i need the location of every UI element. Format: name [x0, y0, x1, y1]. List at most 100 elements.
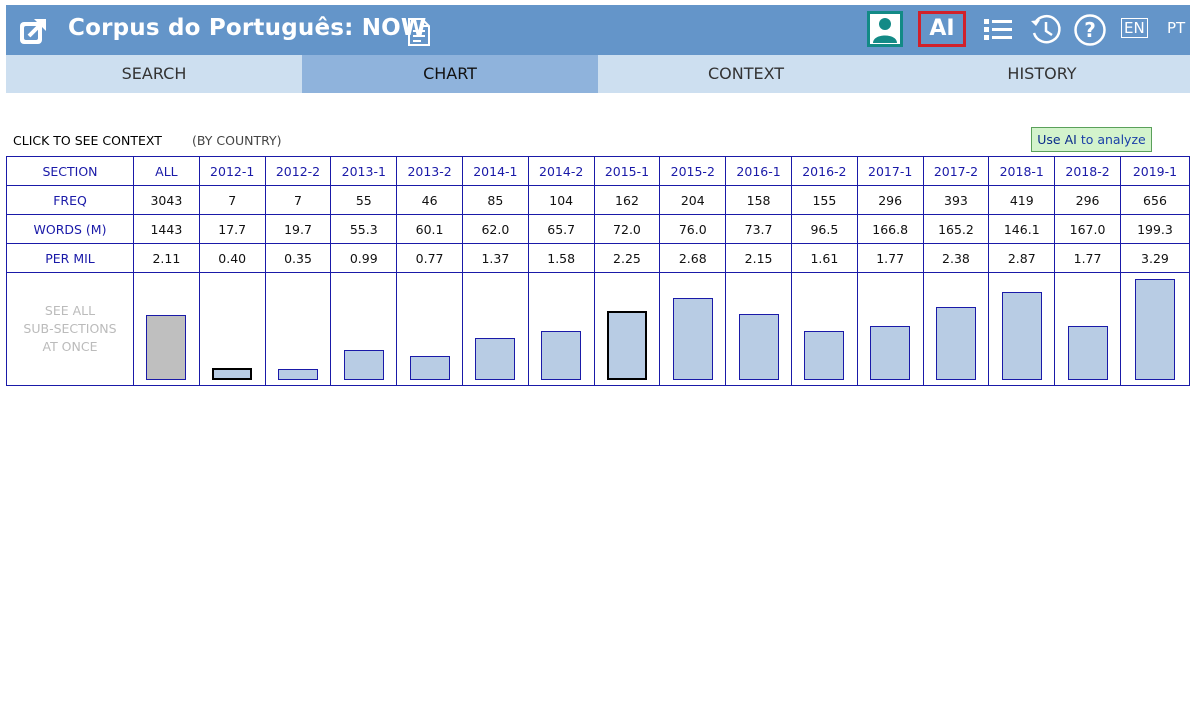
bar-2015-1[interactable] — [606, 311, 647, 380]
per-mil-row: PER MIL 2.11 0.40 0.35 0.99 0.77 1.37 1.58 2.25 2… — [6, 243, 1191, 273]
section-header-2014-1[interactable]: 2014-1 — [461, 156, 529, 186]
bar-2017-2[interactable] — [935, 307, 976, 380]
section-header-all[interactable]: ALL — [133, 156, 200, 186]
freq-row: FREQ 3043 7 7 55 46 85 104 162 204 158 155 296 393 419… — [6, 185, 1191, 215]
lang-pt-button[interactable]: PT — [1167, 19, 1186, 37]
bar-cell-2015-2[interactable] — [659, 272, 727, 386]
freq-cell: 55 — [330, 185, 398, 215]
section-header-2012-1[interactable]: 2012-1 — [198, 156, 266, 186]
words-m-cell: 166.8 — [856, 214, 924, 244]
list-icon[interactable] — [983, 17, 1013, 43]
words-m-cell: 17.7 — [198, 214, 266, 244]
help-icon[interactable]: ? — [1073, 13, 1107, 47]
section-header-2016-1[interactable]: 2016-1 — [725, 156, 792, 186]
bar-cell-2016-2[interactable] — [790, 272, 858, 386]
section-header-2018-1[interactable]: 2018-1 — [988, 156, 1056, 186]
freq-cell: 7 — [198, 185, 266, 215]
ai-button[interactable]: AI — [918, 11, 966, 47]
bar-2018-2[interactable] — [1067, 326, 1108, 380]
section-header-2015-2[interactable]: 2015-2 — [659, 156, 727, 186]
freq-cell: 7 — [264, 185, 332, 215]
bar-2018-1[interactable] — [1001, 292, 1042, 380]
external-link-icon[interactable] — [18, 16, 48, 46]
section-header-2017-1[interactable]: 2017-1 — [856, 156, 924, 186]
bar-2016-1[interactable] — [738, 314, 779, 380]
freq-cell: 46 — [396, 185, 463, 215]
tab-context[interactable]: CONTEXT — [598, 55, 894, 93]
section-header-2016-2[interactable]: 2016-2 — [790, 156, 858, 186]
bar-cell-all[interactable] — [133, 272, 200, 386]
bar-cell-2015-1[interactable] — [593, 272, 661, 386]
history-icon[interactable] — [1029, 13, 1063, 47]
section-header-2013-1[interactable]: 2013-1 — [330, 156, 398, 186]
bar-2012-2[interactable] — [277, 369, 318, 380]
section-header-2012-2[interactable]: 2012-2 — [264, 156, 332, 186]
by-country-link[interactable]: (BY COUNTRY) — [192, 133, 282, 148]
words-m-cell: 72.0 — [593, 214, 661, 244]
bar-cell-2012-2[interactable] — [264, 272, 332, 386]
row-label-words-m: WORDS (M) — [6, 214, 134, 244]
row-label-freq: FREQ — [6, 185, 134, 215]
tab-search[interactable]: SEARCH — [6, 55, 302, 93]
bar-2012-1[interactable] — [212, 368, 253, 380]
row-label-section: SECTION — [6, 156, 134, 186]
bar-2019-1[interactable] — [1134, 279, 1175, 380]
chart-table: SECTION ALL 2012-1 2012-2 2013-1 2013-2 2014-1… — [6, 156, 1191, 386]
words-m-cell: 199.3 — [1119, 214, 1191, 244]
freq-cell: 393 — [922, 185, 990, 215]
document-icon[interactable] — [406, 17, 432, 47]
freq-cell: 296 — [856, 185, 924, 215]
words-m-cell: 1443 — [133, 214, 200, 244]
words-m-cell: 167.0 — [1054, 214, 1121, 244]
app-header: Corpus do Português: NOW AI ? EN PT — [6, 5, 1190, 55]
words-m-cell: 73.7 — [725, 214, 792, 244]
row-label-per-mil: PER MIL — [6, 243, 134, 273]
bar-2014-2[interactable] — [541, 331, 582, 380]
section-header-2013-2[interactable]: 2013-2 — [396, 156, 463, 186]
bar-cell-2014-2[interactable] — [527, 272, 595, 386]
per-mil-cell: 3.29 — [1119, 243, 1191, 273]
bar-2013-2[interactable] — [409, 356, 450, 380]
per-mil-cell: 1.37 — [461, 243, 529, 273]
section-header-2019-1[interactable]: 2019-1 — [1119, 156, 1191, 186]
words-m-cell: 165.2 — [922, 214, 990, 244]
section-header-2014-2[interactable]: 2014-2 — [527, 156, 595, 186]
bar-cell-2016-1[interactable] — [725, 272, 792, 386]
per-mil-cell: 2.11 — [133, 243, 200, 273]
bar-cell-2019-1[interactable] — [1119, 272, 1191, 386]
section-header-2017-2[interactable]: 2017-2 — [922, 156, 990, 186]
section-header-2015-1[interactable]: 2015-1 — [593, 156, 661, 186]
per-mil-cell: 2.68 — [659, 243, 727, 273]
tab-chart[interactable]: CHART — [302, 55, 598, 93]
bar-all[interactable] — [146, 315, 187, 380]
use-ai-label: Use AI — [1037, 132, 1077, 147]
freq-cell: 656 — [1119, 185, 1191, 215]
tab-history[interactable]: HISTORY — [894, 55, 1190, 93]
bar-2013-1[interactable] — [343, 350, 384, 380]
svg-text:?: ? — [1084, 18, 1096, 42]
bar-cell-2018-1[interactable] — [988, 272, 1056, 386]
per-mil-cell: 0.35 — [264, 243, 332, 273]
lang-en-button[interactable]: EN — [1121, 18, 1148, 38]
bar-cell-2017-2[interactable] — [922, 272, 990, 386]
section-header-2018-2[interactable]: 2018-2 — [1054, 156, 1121, 186]
bar-cell-2012-1[interactable] — [198, 272, 266, 386]
freq-cell: 158 — [725, 185, 792, 215]
use-ai-analyze-button[interactable]: Use AI to analyze — [1031, 127, 1152, 152]
bar-cell-2013-2[interactable] — [396, 272, 463, 386]
see-all-subsections-link[interactable]: SEE ALL SUB-SECTIONS AT ONCE — [6, 272, 134, 386]
section-row: SECTION ALL 2012-1 2012-2 2013-1 2013-2 2014-1… — [6, 156, 1191, 186]
bar-cell-2014-1[interactable] — [461, 272, 529, 386]
bar-cell-2018-2[interactable] — [1054, 272, 1121, 386]
bar-2015-2[interactable] — [672, 298, 713, 380]
bar-cell-2017-1[interactable] — [856, 272, 924, 386]
bar-2017-1[interactable] — [870, 326, 911, 380]
bar-2014-1[interactable] — [475, 338, 516, 380]
bar-2016-2[interactable] — [804, 331, 845, 380]
freq-cell: 296 — [1054, 185, 1121, 215]
bar-cell-2013-1[interactable] — [330, 272, 398, 386]
words-m-cell: 55.3 — [330, 214, 398, 244]
user-account-button[interactable] — [867, 11, 903, 47]
see-all-line: SUB-SECTIONS — [23, 321, 117, 336]
freq-cell: 155 — [790, 185, 858, 215]
